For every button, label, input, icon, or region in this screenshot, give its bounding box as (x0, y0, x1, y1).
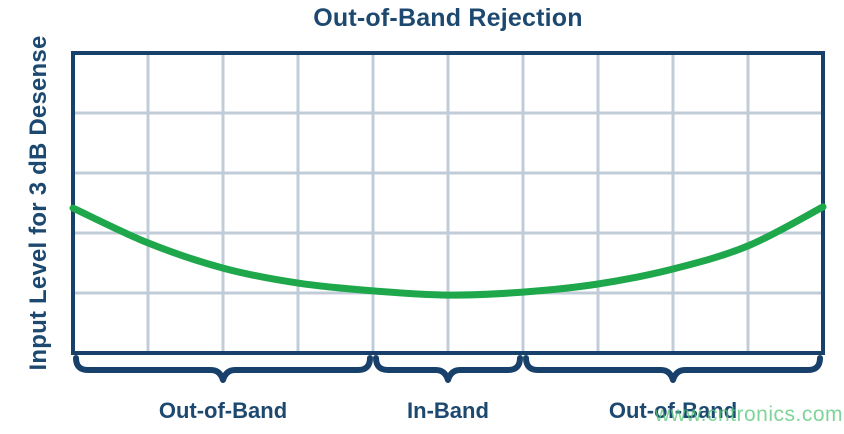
band-label-out-of-band-left: Out-of-Band (158, 398, 288, 423)
band-label-out-of-band-right: Out-of-Band (608, 398, 738, 423)
chart-title: Out-of-Band Rejection (313, 4, 583, 32)
watermark-text: www.cntronics.com (654, 403, 843, 426)
band-label-in-band: In-Band (407, 398, 489, 423)
band-brace-1 (373, 355, 523, 383)
band-brace-0 (73, 355, 373, 383)
band-brace-2 (523, 355, 823, 383)
